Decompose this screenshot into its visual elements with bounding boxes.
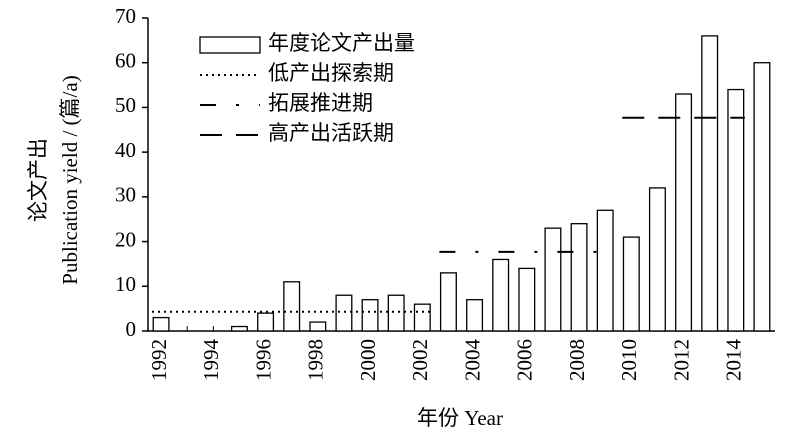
bar xyxy=(387,294,405,332)
bar xyxy=(492,258,510,332)
y-axis-label: Publication yield / (篇/a) xyxy=(58,75,82,284)
bar xyxy=(727,88,745,332)
y-tick-label: 0 xyxy=(126,317,137,341)
x-tick-label: 1996 xyxy=(251,339,275,381)
bar xyxy=(466,299,484,332)
bar xyxy=(544,227,562,332)
y-tick-label: 30 xyxy=(115,183,136,207)
bar xyxy=(675,93,693,332)
legend-label: 年度论文产出量 xyxy=(268,31,415,55)
x-tick-label: 2010 xyxy=(617,339,641,381)
bar xyxy=(596,209,614,332)
x-tick-label: 2002 xyxy=(408,339,432,381)
x-tick-label: 2014 xyxy=(722,339,746,382)
bar xyxy=(622,236,640,332)
bar xyxy=(570,223,588,332)
x-tick-label: 1992 xyxy=(147,339,171,381)
bar xyxy=(309,321,327,332)
bar xyxy=(439,272,457,332)
x-tick-label: 2006 xyxy=(513,339,537,381)
x-tick-label: 2012 xyxy=(669,339,693,381)
bar xyxy=(152,316,170,332)
x-tick-label: 1998 xyxy=(304,339,328,381)
y-tick-label: 60 xyxy=(115,49,136,73)
bar xyxy=(283,281,301,332)
bar xyxy=(648,187,666,332)
x-tick-label: 1994 xyxy=(199,339,223,382)
x-tick-label: 2008 xyxy=(565,339,589,381)
bar xyxy=(701,35,719,332)
legend-label: 高产出活跃期 xyxy=(268,121,394,145)
bar xyxy=(753,62,771,332)
y-tick-label: 40 xyxy=(115,138,136,162)
bar xyxy=(257,312,275,332)
bar xyxy=(518,267,536,332)
y-axis-label: 论文产出 xyxy=(26,138,50,222)
bar xyxy=(361,299,379,332)
legend-label: 低产出探索期 xyxy=(268,61,394,85)
x-tick-label: 2004 xyxy=(460,339,484,382)
x-axis-label: 年份 Year xyxy=(417,406,503,430)
legend-swatch xyxy=(199,36,261,54)
bar xyxy=(413,303,431,332)
y-tick-label: 70 xyxy=(115,4,136,28)
bar xyxy=(230,325,248,332)
y-tick-label: 50 xyxy=(115,93,136,117)
legend-label: 拓展推进期 xyxy=(268,91,373,115)
bar xyxy=(335,294,353,332)
x-tick-label: 2000 xyxy=(356,339,380,381)
y-tick-label: 10 xyxy=(115,272,136,296)
y-tick-label: 20 xyxy=(115,227,136,251)
